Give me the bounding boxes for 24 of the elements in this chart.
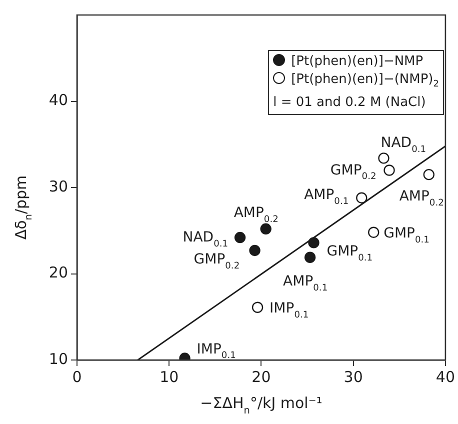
legend-label: [Pt(phen)(en)]−NMP [290, 53, 424, 71]
y-tick-label: 40 [48, 91, 68, 110]
point [252, 302, 264, 313]
point [368, 226, 380, 238]
y-tick-label: 20 [48, 264, 68, 282]
y-tick-label: 10 [48, 350, 68, 368]
x-tick-label: 30 [344, 368, 363, 386]
point [249, 244, 260, 256]
annotation: l = 01 and 0.2 M (NaCl) [273, 94, 427, 112]
y-axis-title: Δδn/ppm [12, 175, 34, 240]
point [356, 192, 368, 204]
y-tick-label: 30 [48, 177, 68, 196]
point [234, 232, 246, 244]
point [378, 152, 390, 164]
point [304, 252, 316, 263]
x-tick-label: 20 [252, 368, 271, 386]
point [308, 237, 320, 248]
x-tick-label: 10 [160, 368, 179, 386]
point [260, 223, 272, 234]
point [423, 168, 434, 180]
x-tick-label: 0 [72, 368, 82, 386]
legend-label: [Pt(phen)(en)]−(NMP)$_{2}$ [290, 71, 439, 92]
x-tick-label: 40 [436, 368, 456, 386]
point [384, 164, 395, 176]
